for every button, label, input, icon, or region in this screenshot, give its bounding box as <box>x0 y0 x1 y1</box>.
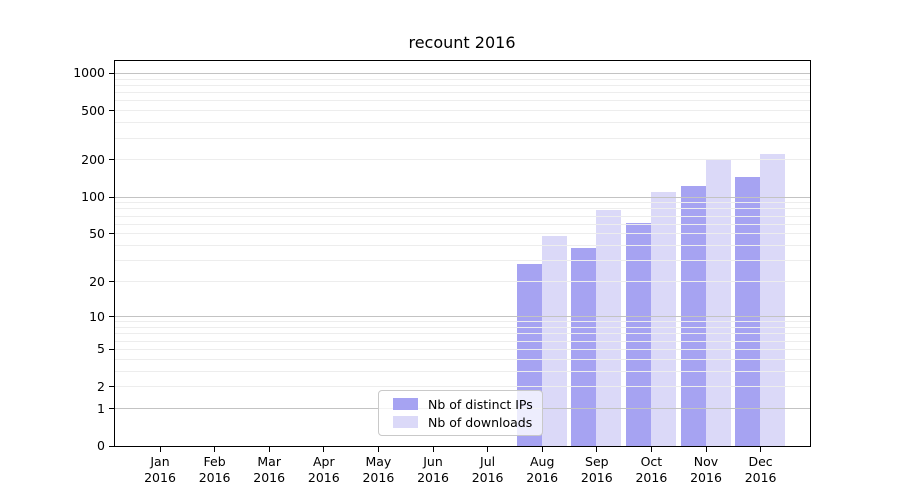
legend-row-downloads: Nb of downloads <box>393 415 534 430</box>
x-tick-label: Nov 2016 <box>690 454 722 485</box>
x-tick-mark <box>541 447 543 452</box>
y-gridline-minor <box>115 137 810 139</box>
y-gridline-minor <box>115 92 810 94</box>
y-tick-label: 500 <box>81 102 105 118</box>
y-gridline-major <box>115 196 810 198</box>
x-tick-label: Sep 2016 <box>580 454 613 485</box>
x-tick-label: Jul 2016 <box>471 454 504 485</box>
y-gridline-minor <box>115 100 810 102</box>
y-tick-mark <box>109 196 114 198</box>
y-tick-label: 1000 <box>73 65 105 81</box>
x-tick-mark <box>705 447 707 452</box>
x-tick-label: Feb 2016 <box>198 454 231 485</box>
y-gridline-minor <box>115 358 810 360</box>
y-tick-mark <box>109 233 114 235</box>
y-tick-mark <box>109 110 114 112</box>
y-gridline-minor <box>115 321 810 323</box>
y-gridline-minor <box>115 326 810 328</box>
x-tick-mark <box>760 447 762 452</box>
legend-swatch-downloads <box>393 416 418 428</box>
y-gridline-minor <box>115 223 810 225</box>
y-tick-mark <box>109 408 114 410</box>
x-tick-label: Aug 2016 <box>526 454 559 485</box>
y-tick-label: 5 <box>97 341 105 357</box>
y-tick-mark <box>109 445 114 447</box>
bar-downloads <box>596 210 622 446</box>
legend-label-downloads: Nb of downloads <box>428 414 533 430</box>
x-tick-label: Apr 2016 <box>307 454 340 485</box>
x-tick-label: Dec 2016 <box>744 454 777 485</box>
y-gridline-minor <box>115 233 810 235</box>
legend-swatch-distinct-ips <box>393 398 418 410</box>
y-gridline-minor <box>115 78 810 80</box>
x-tick-mark <box>432 447 434 452</box>
y-gridline-minor <box>115 340 810 342</box>
y-tick-label: 2 <box>97 378 105 394</box>
y-gridline-minor <box>115 215 810 217</box>
x-tick-mark <box>159 447 161 452</box>
y-gridline-minor <box>115 122 810 124</box>
bar-distinct-ips <box>571 248 597 446</box>
y-gridline-minor <box>115 260 810 262</box>
y-gridline-minor <box>115 208 810 210</box>
bar-distinct-ips <box>735 177 761 446</box>
bar-distinct-ips <box>680 185 706 446</box>
x-tick-label: Jun 2016 <box>417 454 449 485</box>
x-tick-mark <box>377 447 379 452</box>
y-gridline-minor <box>115 348 810 350</box>
x-tick-mark <box>650 447 652 452</box>
bar-downloads <box>705 159 731 446</box>
y-tick-label: 1 <box>97 400 105 416</box>
y-tick-label: 100 <box>81 189 105 205</box>
y-gridline-minor <box>115 202 810 204</box>
y-gridline-minor <box>115 386 810 388</box>
x-tick-mark <box>268 447 270 452</box>
y-gridline-major <box>115 316 810 318</box>
y-tick-mark <box>109 159 114 161</box>
y-tick-label: 20 <box>89 273 105 289</box>
y-tick-mark <box>109 72 114 74</box>
bar-downloads <box>760 154 786 446</box>
y-gridline-minor <box>115 110 810 112</box>
chart-title: recount 2016 <box>408 33 516 52</box>
y-tick-mark <box>109 386 114 388</box>
y-tick-label: 50 <box>89 225 105 241</box>
legend: Nb of distinct IPs Nb of downloads <box>378 390 543 436</box>
x-tick-mark <box>596 447 598 452</box>
y-gridline-minor <box>115 333 810 335</box>
x-tick-label: Jan 2016 <box>144 454 176 485</box>
plot-area: Nb of distinct IPs Nb of downloads 1000 5… <box>73 60 811 485</box>
y-gridline-minor <box>115 245 810 247</box>
legend-label-distinct-ips: Nb of distinct IPs <box>428 396 533 412</box>
x-tick-label: Mar 2016 <box>253 454 286 485</box>
y-tick-label: 200 <box>81 151 105 167</box>
y-gridline-minor <box>115 281 810 283</box>
y-gridline-minor <box>115 370 810 372</box>
y-tick-mark <box>109 348 114 350</box>
y-tick-mark <box>109 281 114 283</box>
x-tick-label: May 2016 <box>362 454 395 485</box>
y-gridline-major <box>115 72 810 74</box>
x-tick-mark <box>487 447 489 452</box>
legend-row-distinct-ips: Nb of distinct IPs <box>393 397 534 412</box>
y-gridline-minor <box>115 84 810 86</box>
x-tick-label: Oct 2016 <box>635 454 668 485</box>
x-tick-mark <box>214 447 216 452</box>
y-gridline-minor <box>115 159 810 161</box>
y-tick-mark <box>109 316 114 318</box>
y-tick-label: 0 <box>97 438 105 453</box>
x-tick-mark <box>323 447 325 452</box>
y-tick-label: 10 <box>89 308 105 324</box>
